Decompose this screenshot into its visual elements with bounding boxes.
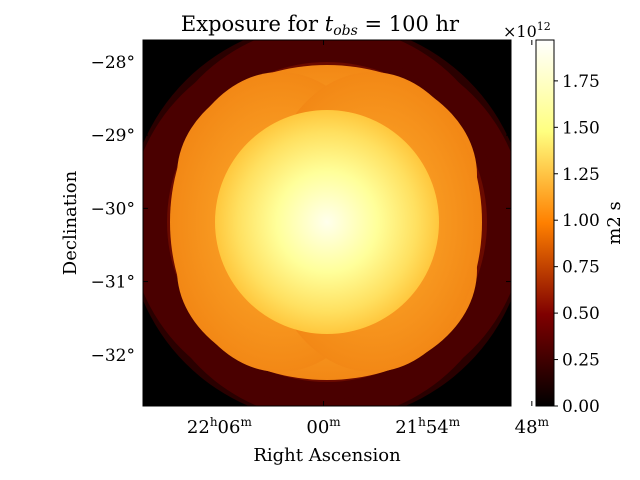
colorbar-tick-label: 1.75: [562, 72, 600, 92]
colorbar-tick-label: 1.50: [562, 118, 600, 138]
x-tick-label: 48m: [515, 415, 550, 438]
colorbar-multiplier: ×1012: [503, 20, 551, 41]
central-core: [215, 110, 439, 334]
colorbar: [535, 39, 555, 407]
colorbar-label: m2 s: [604, 201, 625, 244]
y-tick-label: −32°: [91, 346, 135, 366]
y-axis-label: Declination: [60, 170, 81, 275]
colorbar-tick-label: 0.50: [562, 304, 600, 324]
x-axis-label: Right Ascension: [253, 445, 401, 466]
colorbar-tick-label: 1.00: [562, 211, 600, 231]
colorbar-tick-label: 1.25: [562, 165, 600, 185]
y-tick-label: −29°: [91, 126, 135, 146]
y-axis-ticks: −28° −29° −30° −31° −32°: [91, 53, 511, 366]
colorbar-tick-label: 0.00: [562, 397, 600, 417]
x-tick-label: 22h06m: [187, 415, 253, 438]
plot-frame: [142, 39, 512, 407]
x-axis-ticks: 22h06m 00m 21h54m 48m: [187, 40, 550, 438]
exposure-map: [143, 40, 511, 406]
y-tick-label: −31°: [91, 273, 135, 293]
y-tick-label: −28°: [91, 53, 135, 73]
x-tick-label: 21h54m: [395, 415, 461, 438]
chart-title: Exposure for tobs = 100 hr: [181, 12, 460, 39]
y-tick-label: −30°: [91, 199, 135, 219]
colorbar-tick-label: 0.75: [562, 258, 600, 278]
colorbar-ticks: 0.00 0.25 0.50 0.75 1.00 1.25 1.50 1.75: [554, 72, 600, 417]
x-tick-label: 00m: [306, 415, 341, 438]
colorbar-tick-label: 0.25: [562, 351, 600, 371]
